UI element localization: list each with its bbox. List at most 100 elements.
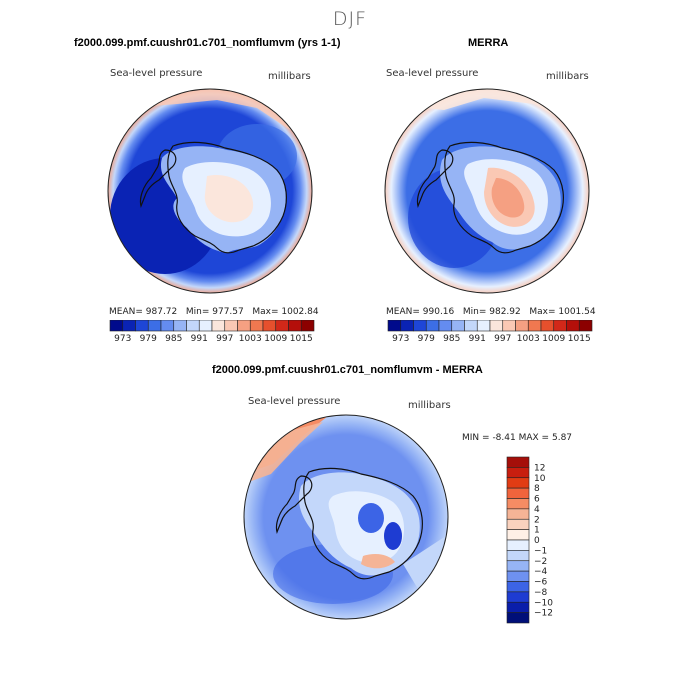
panel3-min-value: -8.41 xyxy=(492,433,516,443)
panel3-colorbar-box xyxy=(506,581,530,593)
panel2-colorbar-box xyxy=(566,320,580,332)
panel2-colorbar-tick-label: 991 xyxy=(469,334,486,344)
panel1-polar-map xyxy=(107,88,313,294)
panel1-colorbar-box xyxy=(275,320,289,332)
panel1-colorbar-tick-label: 1009 xyxy=(264,334,287,344)
panel1-units: millibars xyxy=(268,71,311,82)
panel3-colorbar-tick-label: −10 xyxy=(534,598,553,608)
panel1-colorbar-tick-label: 985 xyxy=(165,334,182,344)
panel1-colorbar-box xyxy=(173,320,187,332)
panel1-colorbar-box xyxy=(109,320,124,332)
panel1-variable-label: Sea-level pressure xyxy=(110,68,203,79)
panel1-coastline xyxy=(139,141,287,254)
panel3-plateau-low-east xyxy=(384,522,402,550)
panel2-colorbar-box xyxy=(400,320,414,332)
panel1-colorbar-tick-label: 979 xyxy=(140,334,157,344)
panel1-colorbar-tick-label: 973 xyxy=(114,334,131,344)
panel2-map-border xyxy=(384,88,590,294)
panel3-colorbar-tick-label: 4 xyxy=(534,505,540,515)
panel1-colorbar-box xyxy=(249,320,264,332)
panel3-colorbar-tick-label: 8 xyxy=(534,484,540,494)
panel3-colorbar-box xyxy=(506,570,530,582)
panel1-colorbar-box xyxy=(198,320,213,332)
panel3-units: millibars xyxy=(408,400,451,411)
panel1-colorbar-box xyxy=(160,320,175,332)
panel1-colorbar-box xyxy=(147,320,162,332)
panel1-colorbar-box xyxy=(300,320,315,332)
panel2-units: millibars xyxy=(546,71,589,82)
panel3-colorbar-tick-label: 6 xyxy=(534,495,540,505)
panel1-plateau-high xyxy=(204,174,254,223)
panel3-colorbar-box xyxy=(506,477,530,489)
panel2-variable-label: Sea-level pressure xyxy=(386,68,479,79)
panel1-mean-label: MEAN= xyxy=(109,307,143,317)
panel2-max-value: 1001.54 xyxy=(558,307,596,317)
panel1-title: f2000.099.pmf.cuushr01.c701_nomflumvm (y… xyxy=(74,37,341,49)
panel1-mean-value: 987.72 xyxy=(145,307,178,317)
panel3-positive-anomaly-coast xyxy=(361,554,395,569)
panel3-colorbar-tick-label: 1 xyxy=(534,526,540,536)
panel2-colorbar-box xyxy=(553,320,567,332)
panel3-positive-anomaly-fringe xyxy=(244,422,323,484)
panel1-colorbar-box xyxy=(211,320,226,332)
panel1-min-value: 977.57 xyxy=(212,307,244,317)
panel3-max-label: MAX = xyxy=(518,433,550,443)
panel2-max-label: Max= xyxy=(529,307,556,317)
panel2-colorbar-box xyxy=(387,320,402,332)
panel3-title: f2000.099.pmf.cuushr01.c701_nomflumvm - … xyxy=(212,364,483,376)
panel3-colorbar-tick-label: 0 xyxy=(534,536,540,546)
panel2-colorbar: 973 979 985 991 997 1003 1009 1015 xyxy=(387,320,593,344)
panel2-polar-map xyxy=(384,88,590,294)
panel1-colorbar-box xyxy=(262,320,277,332)
panel3-colorbar-tick-label: 12 xyxy=(534,463,545,473)
panel2-colorbar-box xyxy=(451,320,465,332)
panel2-colorbar-tick-label: 997 xyxy=(494,334,511,344)
panel3-colorbar-tick-label: −8 xyxy=(534,588,548,598)
panel3-colorbar-box xyxy=(506,518,530,530)
panel2-colorbar-box xyxy=(540,320,555,332)
panel2-colorbar-tick-label: 1015 xyxy=(568,334,591,344)
panel3-plateau-low xyxy=(358,503,384,533)
panel3-colorbar-box xyxy=(506,601,530,613)
panel3-variable-label: Sea-level pressure xyxy=(248,396,341,407)
season-title: DJF xyxy=(332,8,368,30)
panel2-colorbar-box xyxy=(489,320,504,332)
panel2-colorbar-tick-label: 973 xyxy=(392,334,409,344)
panel3-colorbar-box xyxy=(506,529,530,541)
panel3-colorbar-box xyxy=(506,467,530,479)
panel1-min-label: Min= xyxy=(185,307,210,317)
panel2-coastline xyxy=(416,141,564,254)
panel1-max-label: Max= xyxy=(252,307,279,317)
panel3-stats: MIN = -8.41 MAX = 5.87 xyxy=(462,433,572,443)
panel3-map-border xyxy=(243,414,449,620)
panel2-mean-label: MEAN= xyxy=(386,307,420,317)
panel2-min-label: Min= xyxy=(462,307,487,317)
panel3-colorbar-tick-label: −6 xyxy=(534,578,548,588)
panel1-colorbar-tick-label: 997 xyxy=(216,334,233,344)
panel3-colorbar-box xyxy=(506,508,530,520)
panel1-colorbar-box xyxy=(288,320,302,332)
panel2-colorbar-box xyxy=(527,320,542,332)
panel3-colorbar-box xyxy=(506,498,530,510)
panel1-colorbar-box xyxy=(135,320,149,332)
panel1-colorbar-tick-label: 1003 xyxy=(239,334,262,344)
panel2-colorbar-box xyxy=(438,320,453,332)
panel2-title: MERRA xyxy=(468,37,509,49)
panel3-colorbar-tick-label: −12 xyxy=(534,609,553,619)
panel1-colorbar: 973 979 985 991 997 1003 1009 1015 xyxy=(109,320,315,344)
panel2-mean-value: 990.16 xyxy=(422,307,455,317)
panel3-colorbar-tick-label: −1 xyxy=(534,546,547,556)
panel3-max-value: 5.87 xyxy=(551,433,573,443)
panel2-colorbar-tick-label: 1009 xyxy=(542,334,565,344)
panel1-stats: MEAN= 987.72 Min= 977.57 Max= 1002.84 xyxy=(109,307,319,317)
panel2-colorbar-box xyxy=(578,320,593,332)
panel2-colorbar-tick-label: 985 xyxy=(443,334,460,344)
panel1-colorbar-box xyxy=(186,320,200,332)
panel1-colorbar-box xyxy=(237,320,251,332)
panel3-colorbar-box xyxy=(506,456,530,468)
panel2-colorbar-tick-label: 1003 xyxy=(517,334,540,344)
panel2-colorbar-box xyxy=(464,320,478,332)
panel1-map-border xyxy=(107,88,313,294)
panel3-colorbar-box xyxy=(506,487,530,499)
